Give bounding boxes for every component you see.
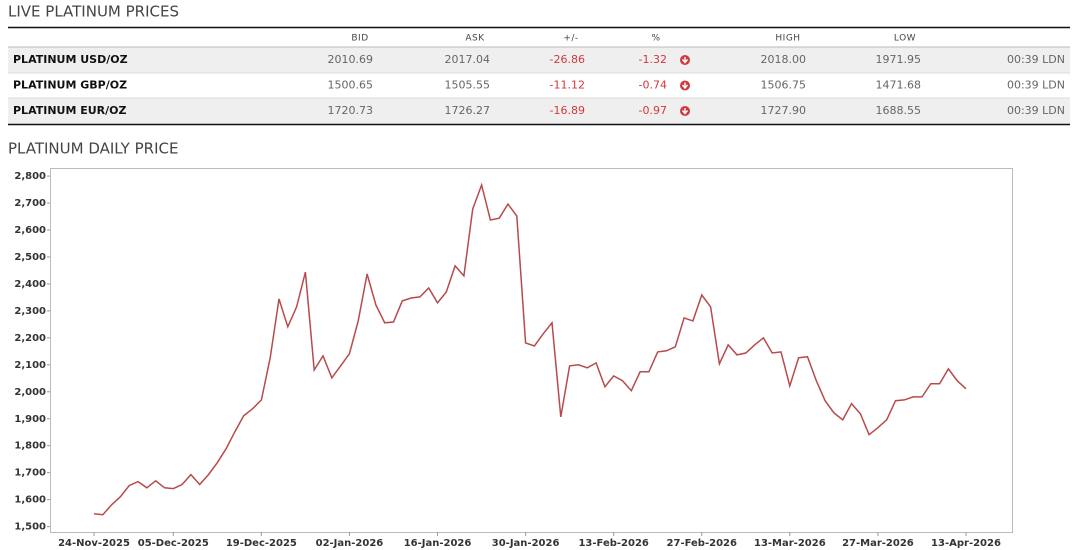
cell: 2017.04 bbox=[445, 53, 491, 66]
y-tick-label: 2,200 bbox=[14, 333, 46, 344]
x-tick-label: 19-Dec-2025 bbox=[226, 538, 297, 549]
column-header: ASK bbox=[465, 34, 485, 44]
cell: 00:39 LDN bbox=[1007, 53, 1065, 66]
x-tick-label: 30-Jan-2026 bbox=[492, 538, 560, 549]
price-line bbox=[93, 182, 967, 516]
row-label: PLATINUM USD/OZ bbox=[13, 53, 128, 66]
x-tick-label: 13-Feb-2026 bbox=[578, 538, 648, 549]
cell: -0.97 bbox=[639, 104, 667, 117]
y-tick-label: 2,100 bbox=[14, 360, 46, 371]
x-tick-label: 27-Feb-2026 bbox=[667, 538, 737, 549]
row-bg bbox=[8, 47, 1070, 73]
x-tick-label: 13-Mar-2026 bbox=[754, 538, 826, 549]
down-arrow bbox=[681, 108, 689, 115]
row-label: PLATINUM GBP/OZ bbox=[13, 79, 127, 92]
x-tick-label: 27-Mar-2026 bbox=[842, 538, 914, 549]
y-tick-label: 1,500 bbox=[14, 522, 46, 533]
y-tick-label: 1,800 bbox=[14, 441, 46, 452]
x-tick-label: 16-Jan-2026 bbox=[404, 538, 472, 549]
cell: 2010.69 bbox=[328, 53, 374, 66]
cell: -0.74 bbox=[639, 79, 667, 92]
cell: 1471.68 bbox=[876, 79, 922, 92]
cell: 1720.73 bbox=[328, 104, 374, 117]
cell: 00:39 LDN bbox=[1007, 79, 1065, 92]
y-tick-label: 2,400 bbox=[14, 279, 46, 290]
chart-title: PLATINUM DAILY PRICE bbox=[8, 140, 178, 158]
x-tick-label: 24-Nov-2025 bbox=[58, 538, 130, 549]
cell: -26.86 bbox=[550, 53, 585, 66]
x-tick-label: 05-Dec-2025 bbox=[138, 538, 209, 549]
y-tick-label: 2,300 bbox=[14, 306, 46, 317]
x-tick-label: 02-Jan-2026 bbox=[316, 538, 384, 549]
cell: -11.12 bbox=[550, 79, 585, 92]
down-arrow bbox=[681, 57, 689, 64]
row-label: PLATINUM EUR/OZ bbox=[13, 104, 127, 117]
x-tick-label: 13-Apr-2026 bbox=[931, 538, 1001, 549]
table-header bbox=[8, 28, 1070, 47]
cell: 1726.27 bbox=[445, 104, 491, 117]
column-header: HIGH bbox=[775, 34, 800, 44]
cell: 1506.75 bbox=[761, 79, 807, 92]
down-arrow bbox=[681, 82, 689, 90]
section-title: LIVE PLATINUM PRICES bbox=[8, 3, 179, 21]
plot-frame bbox=[50, 168, 1013, 533]
cell: -1.32 bbox=[639, 53, 667, 66]
y-tick-label: 1,700 bbox=[14, 468, 46, 479]
y-tick-label: 1,900 bbox=[14, 414, 46, 425]
y-tick-label: 1,600 bbox=[14, 495, 46, 506]
cell: 1505.55 bbox=[445, 79, 491, 92]
column-header: BID bbox=[351, 34, 368, 44]
cell: 1500.65 bbox=[328, 79, 374, 92]
cell: -16.89 bbox=[550, 104, 585, 117]
cell: 1727.90 bbox=[761, 104, 807, 117]
y-tick-label: 2,600 bbox=[14, 225, 46, 236]
y-tick-label: 2,000 bbox=[14, 387, 46, 398]
column-header: % bbox=[651, 34, 660, 44]
column-header: +/- bbox=[563, 34, 578, 44]
y-tick-label: 2,500 bbox=[14, 252, 46, 263]
cell: 00:39 LDN bbox=[1007, 104, 1065, 117]
y-tick-label: 2,800 bbox=[14, 171, 46, 182]
y-tick-label: 2,700 bbox=[14, 198, 46, 209]
column-header: LOW bbox=[894, 34, 916, 44]
cell: 1688.55 bbox=[876, 104, 922, 117]
cell: 2018.00 bbox=[761, 53, 807, 66]
cell: 1971.95 bbox=[876, 53, 922, 66]
row-bg bbox=[8, 98, 1070, 124]
